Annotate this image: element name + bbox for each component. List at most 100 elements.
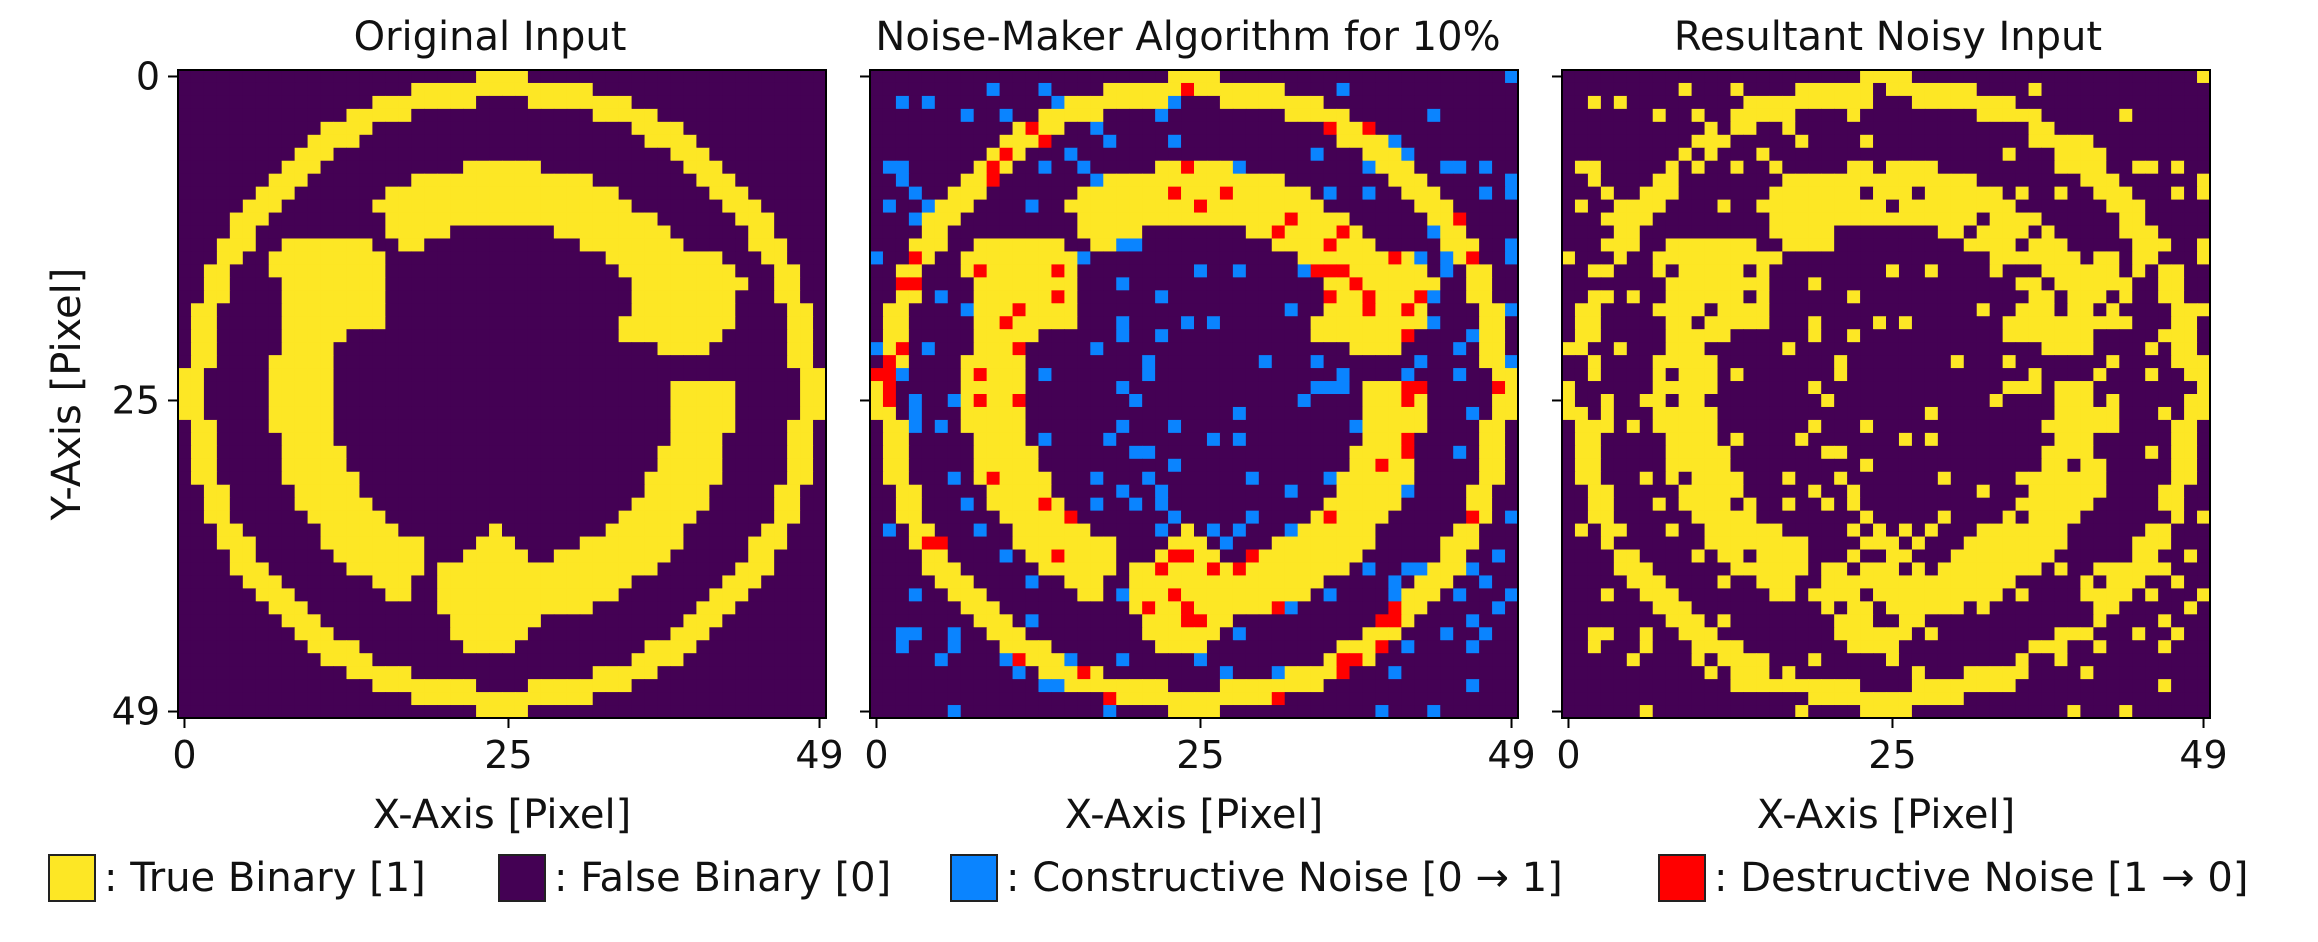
heatmap-cell bbox=[1155, 186, 1169, 201]
heatmap-cell bbox=[1194, 290, 1208, 304]
heatmap-cell bbox=[1116, 445, 1130, 460]
heatmap-cell bbox=[1142, 134, 1156, 149]
heatmap-cell bbox=[1401, 368, 1415, 382]
heatmap-cell bbox=[1064, 277, 1078, 291]
heatmap-cell bbox=[229, 303, 244, 317]
heatmap-cell bbox=[1116, 588, 1130, 602]
heatmap-cell bbox=[1181, 523, 1195, 538]
heatmap-cell bbox=[1323, 199, 1338, 214]
heatmap-cell bbox=[787, 121, 801, 136]
heatmap-cell bbox=[450, 471, 464, 486]
heatmap-cell bbox=[424, 173, 438, 188]
heatmap-cell bbox=[1297, 160, 1312, 175]
heatmap-cell bbox=[450, 601, 464, 615]
heatmap-cell bbox=[960, 329, 975, 343]
heatmap-cell bbox=[1142, 368, 1156, 382]
heatmap-cell bbox=[1466, 329, 1480, 343]
heatmap-cell bbox=[1206, 381, 1221, 395]
heatmap-cell bbox=[1219, 562, 1234, 576]
heatmap-cell bbox=[359, 484, 373, 499]
heatmap-cell bbox=[1479, 134, 1493, 149]
heatmap-cell bbox=[1284, 303, 1299, 317]
heatmap-cell bbox=[631, 432, 646, 447]
heatmap-cell bbox=[709, 70, 723, 84]
heatmap-cell bbox=[502, 653, 516, 667]
heatmap-cell bbox=[1038, 212, 1052, 227]
heatmap-cell bbox=[489, 108, 503, 123]
heatmap-cell bbox=[999, 277, 1014, 291]
heatmap-cell bbox=[722, 627, 736, 641]
heatmap-cell bbox=[1427, 458, 1441, 473]
heatmap-cell bbox=[1155, 627, 1169, 641]
heatmap-cell bbox=[294, 588, 309, 602]
heatmap-cell bbox=[268, 186, 283, 201]
heatmap-cell bbox=[631, 471, 646, 486]
heatmap-cell bbox=[1427, 212, 1441, 227]
heatmap-cell bbox=[1401, 290, 1415, 304]
heatmap-cell bbox=[870, 394, 884, 408]
heatmap-cell bbox=[1414, 484, 1428, 499]
heatmap-cell bbox=[514, 536, 529, 551]
heatmap-cell bbox=[800, 692, 814, 706]
heatmap-cell bbox=[437, 484, 451, 499]
heatmap-cell bbox=[1077, 329, 1091, 343]
heatmap-cell bbox=[960, 381, 975, 395]
heatmap-cell bbox=[1375, 394, 1389, 408]
heatmap-cell bbox=[255, 575, 270, 589]
heatmap-cell bbox=[527, 277, 542, 291]
heatmap-cell bbox=[1271, 523, 1286, 538]
heatmap-cell bbox=[813, 705, 827, 719]
heatmap-cell bbox=[895, 471, 910, 486]
heatmap-cell bbox=[1479, 95, 1493, 110]
heatmap-cell bbox=[476, 290, 490, 304]
heatmap-cell bbox=[1194, 445, 1208, 460]
heatmap-cell bbox=[1336, 290, 1351, 304]
heatmap-cell bbox=[255, 134, 270, 149]
heatmap-cell bbox=[178, 342, 192, 356]
heatmap-cell bbox=[178, 368, 192, 382]
heatmap-cell bbox=[1466, 432, 1480, 447]
heatmap-cell bbox=[178, 160, 192, 175]
heatmap-cell bbox=[178, 108, 192, 123]
heatmap-cell bbox=[618, 640, 633, 654]
heatmap-cell bbox=[670, 627, 684, 641]
heatmap-cell bbox=[1142, 394, 1156, 408]
heatmap-cell bbox=[947, 562, 962, 576]
heatmap-cell bbox=[359, 562, 373, 576]
heatmap-cell bbox=[999, 147, 1014, 162]
heatmap-cell bbox=[1258, 575, 1273, 589]
heatmap-cell bbox=[1064, 173, 1078, 188]
heatmap-cell bbox=[229, 95, 244, 110]
heatmap-cell bbox=[1466, 601, 1480, 615]
heatmap-cell bbox=[1077, 458, 1091, 473]
heatmap-cell bbox=[1414, 679, 1428, 693]
heatmap-cell bbox=[1297, 692, 1312, 706]
heatmap-cell bbox=[735, 277, 749, 291]
heatmap-cell bbox=[190, 290, 205, 304]
heatmap-cell bbox=[1310, 432, 1325, 447]
heatmap-cell bbox=[895, 614, 910, 628]
heatmap-cell bbox=[514, 627, 529, 641]
heatmap-cell bbox=[1479, 445, 1493, 460]
heatmap-cell bbox=[882, 160, 897, 175]
heatmap-cell bbox=[411, 549, 425, 563]
heatmap-cell bbox=[333, 588, 347, 602]
heatmap-cell bbox=[333, 497, 347, 512]
heatmap-cell bbox=[307, 212, 322, 227]
heatmap-cell bbox=[683, 484, 697, 499]
heatmap-cell bbox=[553, 355, 568, 369]
heatmap-cell bbox=[1103, 381, 1117, 395]
heatmap-cell bbox=[1271, 653, 1286, 667]
heatmap-cell bbox=[1038, 70, 1052, 84]
heatmap-cell bbox=[947, 212, 962, 227]
heatmap-cell bbox=[709, 82, 723, 97]
heatmap-cell bbox=[605, 497, 620, 512]
heatmap-cell bbox=[787, 406, 801, 421]
heatmap-cell bbox=[333, 199, 347, 214]
heatmap-cell bbox=[463, 445, 477, 460]
heatmap-cell bbox=[1064, 290, 1078, 304]
heatmap-cell bbox=[242, 575, 257, 589]
heatmap-cell bbox=[385, 432, 399, 447]
heatmap-cell bbox=[540, 601, 555, 615]
heatmap-cell bbox=[1479, 549, 1493, 563]
